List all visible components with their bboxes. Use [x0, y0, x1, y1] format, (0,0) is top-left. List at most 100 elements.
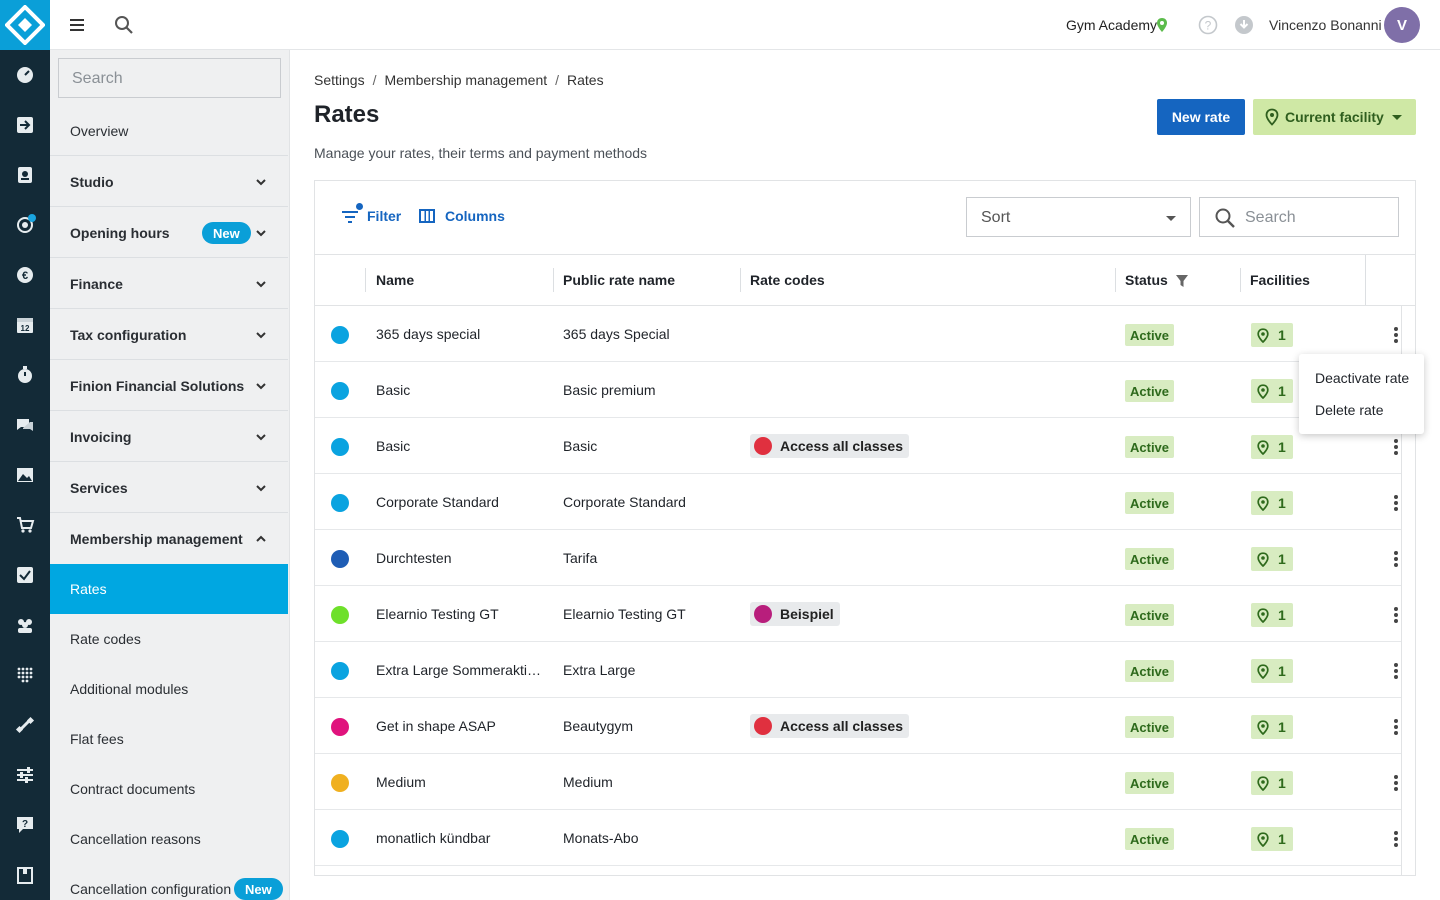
- public-rate-name: Basic: [563, 438, 598, 454]
- public-rate-name: Medium: [563, 774, 613, 790]
- facilities-badge: 1: [1251, 435, 1293, 459]
- row-actions-icon[interactable]: [1393, 830, 1399, 848]
- tasks-icon[interactable]: [0, 560, 50, 590]
- public-rate-name: Monats-Abo: [563, 830, 639, 846]
- column-header-name[interactable]: Name: [376, 272, 415, 288]
- store-icon[interactable]: [0, 860, 50, 890]
- sidebar-item-invoicing[interactable]: Invoicing: [50, 412, 288, 462]
- columns-icon: [419, 209, 435, 223]
- status-filter-icon[interactable]: [1175, 274, 1189, 288]
- table-row[interactable]: 365 days special 365 days Special Active 1: [315, 306, 1401, 362]
- column-header-public-name[interactable]: Public rate name: [563, 272, 676, 288]
- column-separator: [553, 268, 554, 292]
- sidebar-item-membership-management[interactable]: Membership management: [50, 514, 288, 564]
- check-in-icon[interactable]: [0, 110, 50, 140]
- column-header-status[interactable]: Status: [1125, 272, 1168, 288]
- sidebar-item-label: Cancellation reasons: [70, 831, 201, 847]
- table-row[interactable]: Medium Medium Active 1: [315, 754, 1401, 810]
- sort-select[interactable]: Sort: [966, 197, 1191, 237]
- help-icon[interactable]: ?: [1196, 13, 1220, 37]
- sidebar-item-finion[interactable]: Finion Financial Solutions: [50, 361, 288, 411]
- row-actions-icon[interactable]: [1393, 326, 1399, 344]
- table-row[interactable]: Basic Basic premium Active 1: [315, 362, 1401, 418]
- status-badge: Active: [1125, 380, 1175, 402]
- table-row[interactable]: Get in shape ASAP Beautygym Access all cla…: [315, 698, 1401, 754]
- column-header-facilities[interactable]: Facilities: [1250, 272, 1310, 288]
- rate-name: monatlich kündbar: [376, 830, 491, 846]
- table-row[interactable]: Durchtesten Tarifa Active 1: [315, 530, 1401, 586]
- members-icon[interactable]: [0, 160, 50, 190]
- sidebar-item-label: Rate codes: [70, 631, 141, 647]
- dashboard-icon[interactable]: [0, 60, 50, 90]
- app-logo[interactable]: [0, 0, 50, 50]
- row-actions-icon[interactable]: [1393, 718, 1399, 736]
- row-actions-icon[interactable]: [1393, 550, 1399, 568]
- breadcrumb-settings[interactable]: Settings: [314, 72, 365, 88]
- row-actions-icon[interactable]: [1393, 606, 1399, 624]
- sidebar-item-additional-modules[interactable]: Additional modules: [50, 664, 288, 714]
- cart-icon[interactable]: [0, 510, 50, 540]
- sidebar-item-rates[interactable]: Rates: [50, 564, 288, 614]
- table-scroll-edge: [1401, 306, 1402, 875]
- current-facility-label: Current facility: [1285, 109, 1384, 125]
- calendar-icon[interactable]: 12: [0, 310, 50, 340]
- settings-sliders-icon[interactable]: [0, 760, 50, 790]
- row-context-menu: Deactivate rate Delete rate: [1299, 354, 1424, 434]
- location-pin-icon: [1265, 108, 1279, 126]
- leads-icon[interactable]: [0, 210, 50, 240]
- table-row[interactable]: Extra Large Sommeraktio... Extra Large Act…: [315, 642, 1401, 698]
- user-name[interactable]: Vincenzo Bonanni: [1269, 17, 1382, 33]
- new-badge: New: [202, 222, 251, 244]
- table-search-input[interactable]: Search: [1199, 197, 1399, 237]
- sidebar-item-opening-hours[interactable]: Opening hours New: [50, 208, 288, 258]
- sidebar-search-input[interactable]: Search: [58, 58, 281, 98]
- help-chat-icon[interactable]: ?: [0, 810, 50, 840]
- menu-icon[interactable]: [66, 13, 90, 37]
- new-rate-button[interactable]: New rate: [1157, 99, 1245, 135]
- sidebar-item-cancellation-configuration[interactable]: Cancellation configuration New: [50, 864, 288, 900]
- rate-name: Basic: [376, 382, 411, 398]
- sidebar-item-contract-documents[interactable]: Contract documents: [50, 764, 288, 814]
- table-row[interactable]: Basic Basic Access all classes Active 1: [315, 418, 1401, 474]
- sidebar-item-studio[interactable]: Studio: [50, 157, 288, 207]
- rate-color-dot: [331, 830, 349, 848]
- columns-button[interactable]: Columns: [419, 208, 505, 224]
- delete-rate-menu-item[interactable]: Delete rate: [1315, 402, 1384, 418]
- row-actions-icon[interactable]: [1393, 494, 1399, 512]
- groups-icon[interactable]: [0, 610, 50, 640]
- table-row[interactable]: monatlich kündbar Monats-Abo Active 1: [315, 810, 1401, 866]
- sidebar-item-tax-configuration[interactable]: Tax configuration: [50, 310, 288, 360]
- table-row[interactable]: Elearnio Testing GT Elearnio Testing GT Be…: [315, 586, 1401, 642]
- sidebar-item-finance[interactable]: Finance: [50, 259, 288, 309]
- rate-name: Corporate Standard: [376, 494, 499, 510]
- chat-icon[interactable]: [0, 410, 50, 440]
- image-icon[interactable]: [0, 460, 50, 490]
- sidebar-item-flat-fees[interactable]: Flat fees: [50, 714, 288, 764]
- rate-color-dot: [331, 606, 349, 624]
- sidebar-item-overview[interactable]: Overview: [50, 106, 288, 156]
- column-header-rate-codes[interactable]: Rate codes: [750, 272, 825, 288]
- row-actions-icon[interactable]: [1393, 438, 1399, 456]
- finance-icon[interactable]: €: [0, 260, 50, 290]
- search-icon[interactable]: [112, 13, 136, 37]
- grid-icon[interactable]: [0, 660, 50, 690]
- facilities-badge: 1: [1251, 603, 1293, 627]
- row-actions-icon[interactable]: [1393, 774, 1399, 792]
- sidebar-item-cancellation-reasons[interactable]: Cancellation reasons: [50, 814, 288, 864]
- current-facility-button[interactable]: Current facility: [1253, 99, 1416, 135]
- facility-name[interactable]: Gym Academy: [1066, 17, 1158, 33]
- download-icon[interactable]: [1232, 13, 1256, 37]
- breadcrumb-membership-management[interactable]: Membership management: [384, 72, 548, 88]
- sidebar-item-rate-codes[interactable]: Rate codes: [50, 614, 288, 664]
- avatar[interactable]: V: [1384, 7, 1420, 43]
- status-badge: Active: [1125, 492, 1175, 514]
- filter-button[interactable]: Filter: [341, 208, 401, 224]
- notification-dot: [28, 214, 36, 222]
- sidebar-item-services[interactable]: Services: [50, 463, 288, 513]
- filter-icon: [342, 211, 358, 223]
- timer-icon[interactable]: [0, 360, 50, 390]
- table-row[interactable]: Corporate Standard Corporate Standard Acti…: [315, 474, 1401, 530]
- row-actions-icon[interactable]: [1393, 662, 1399, 680]
- deactivate-rate-menu-item[interactable]: Deactivate rate: [1315, 370, 1410, 386]
- dumbbell-icon[interactable]: [0, 710, 50, 740]
